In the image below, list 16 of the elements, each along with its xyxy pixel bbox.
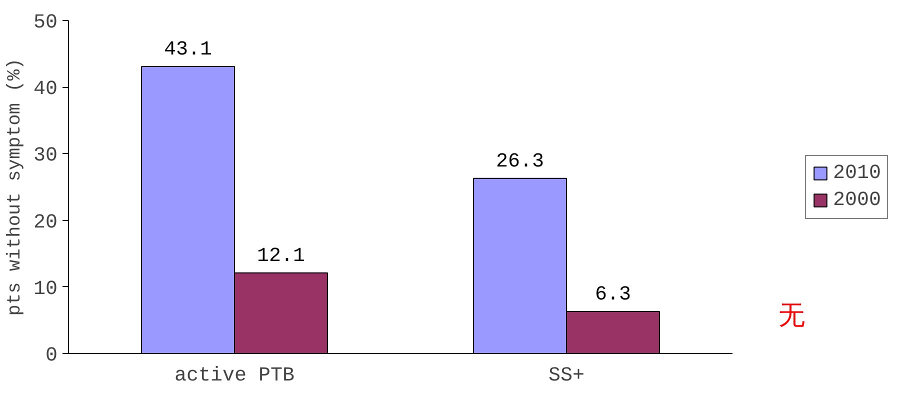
x-tick-label: SS+ [548, 364, 585, 388]
legend-label: 2010 [832, 162, 881, 184]
data-label: 12.1 [256, 244, 305, 268]
y-tick-label: 20 [33, 211, 58, 234]
y-axis-title: pts without symptom (%) [3, 58, 26, 316]
x-tick-label: active PTB [174, 364, 295, 388]
data-label: 43.1 [164, 38, 212, 62]
y-tick-label: 10 [33, 278, 58, 301]
data-label: 6.3 [594, 284, 631, 307]
legend-label: 2000 [832, 188, 881, 212]
y-tick-label: 30 [33, 144, 58, 168]
y-tick-label: 0 [46, 344, 58, 368]
y-tick-label: 40 [33, 78, 58, 102]
y-tick-label: 50 [33, 12, 58, 34]
data-label: 26.3 [496, 150, 544, 174]
text: 无 [778, 300, 806, 331]
